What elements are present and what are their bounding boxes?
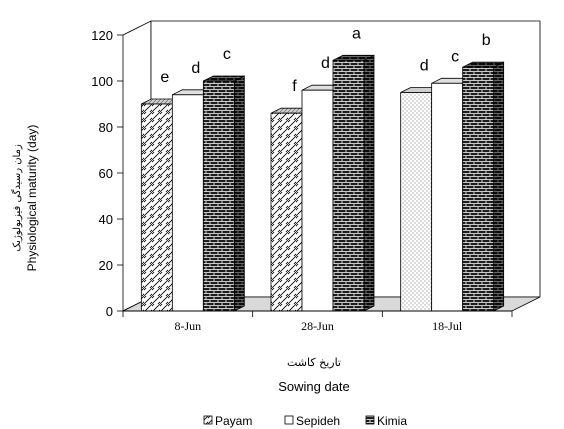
- bar-side: [493, 61, 505, 312]
- x-axis: 8-Jun 28-Jun 18-Jul: [122, 310, 513, 333]
- legend-label-kimia: Kimia: [377, 414, 407, 428]
- bar-payam-8-jun: [140, 103, 173, 312]
- legend-swatch-kimia: [365, 415, 375, 425]
- bar-sepideh-8-jun: [171, 94, 204, 312]
- bar-side: [363, 54, 375, 312]
- y-tick-label: 100: [91, 74, 113, 89]
- significance-letter: d: [420, 58, 429, 75]
- bar-kimia-28-jun: [332, 59, 365, 312]
- significance-letter: d: [321, 55, 330, 72]
- significance-letter: d: [191, 60, 200, 77]
- bar-kimia-18-jul: [462, 66, 495, 312]
- bar-sepideh-18-jul: [431, 82, 464, 312]
- significance-letter: b: [482, 32, 491, 49]
- significance-letter: c: [451, 48, 459, 65]
- significance-letter: f: [292, 78, 297, 95]
- y-axis-label-persian: زمان رسیدگی فیزیولوژیک: [11, 144, 23, 252]
- x-axis-label: Sowing date: [278, 379, 350, 394]
- x-tick-label: 28-Jun: [301, 319, 334, 333]
- significance-letter: c: [223, 46, 231, 63]
- legend-label-sepideh: Sepideh: [296, 414, 340, 428]
- bar-sepideh-28-jun: [301, 89, 334, 312]
- y-axis-label: Physiological maturity (day): [25, 125, 39, 272]
- significance-letter: a: [352, 25, 361, 42]
- x-axis-label-persian: تاریخ کاشت: [287, 356, 341, 369]
- bar-payam-28-jun: [270, 112, 303, 312]
- bar-kimia-8-jun: [202, 80, 235, 312]
- y-tick-label: 60: [99, 166, 113, 181]
- y-tick-label: 20: [99, 258, 113, 273]
- legend-swatch-sepideh: [284, 415, 294, 425]
- legend: Payam Sepideh Kimia: [203, 414, 407, 428]
- bar-payam-18-jul: [400, 92, 433, 312]
- y-tick-label: 0: [106, 304, 113, 319]
- y-tick-label: 120: [91, 28, 113, 43]
- legend-label-payam: Payam: [215, 414, 252, 428]
- bar-side: [233, 75, 245, 312]
- x-tick-label: 18-Jul: [432, 319, 463, 333]
- significance-letter: e: [160, 69, 169, 86]
- y-tick-label: 40: [99, 212, 113, 227]
- legend-swatch-payam: [203, 415, 213, 425]
- y-tick-label: 80: [99, 120, 113, 135]
- y-axis: 0 20 40 60 80 100 120: [91, 28, 123, 319]
- x-tick-label: 8-Jun: [174, 319, 201, 333]
